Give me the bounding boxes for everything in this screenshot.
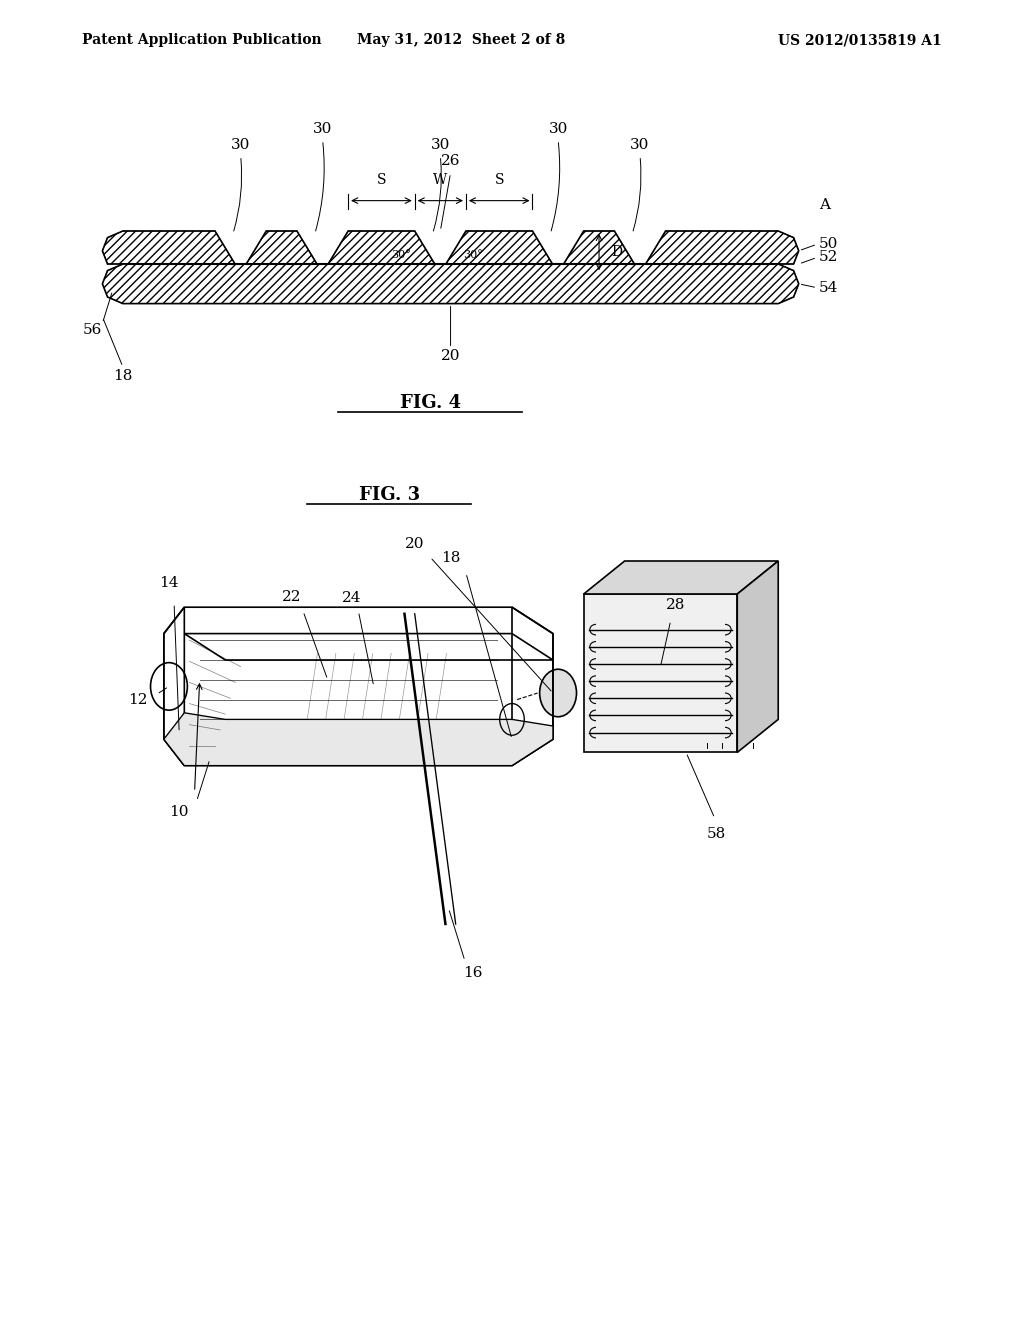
Text: 30: 30 [313, 121, 332, 136]
Text: 18: 18 [441, 552, 460, 565]
Text: 24: 24 [341, 591, 361, 605]
Text: 30: 30 [549, 121, 567, 136]
Text: 22: 22 [282, 590, 302, 603]
Polygon shape [102, 264, 799, 304]
Polygon shape [737, 561, 778, 752]
Polygon shape [164, 713, 553, 766]
Text: A: A [819, 198, 830, 211]
Text: 12: 12 [128, 693, 148, 706]
Polygon shape [584, 594, 737, 752]
Text: 20: 20 [440, 350, 461, 363]
Text: 18: 18 [114, 370, 132, 383]
Text: 30: 30 [231, 137, 250, 152]
Circle shape [540, 669, 577, 717]
Text: 54: 54 [819, 281, 839, 294]
Text: S: S [377, 173, 386, 187]
Text: 30: 30 [631, 137, 649, 152]
Text: 30°: 30° [391, 249, 412, 260]
Polygon shape [102, 231, 799, 273]
Text: W: W [433, 173, 447, 187]
Text: 26: 26 [440, 153, 461, 168]
Text: S: S [495, 173, 504, 187]
Text: 20: 20 [404, 537, 425, 550]
Text: 10: 10 [169, 805, 189, 818]
Text: 28: 28 [667, 598, 685, 611]
Text: US 2012/0135819 A1: US 2012/0135819 A1 [778, 33, 942, 48]
Text: 58: 58 [708, 828, 726, 841]
Text: Patent Application Publication: Patent Application Publication [82, 33, 322, 48]
Text: 16: 16 [463, 966, 483, 979]
Text: 30: 30 [431, 137, 450, 152]
Text: D: D [611, 246, 623, 259]
Text: 50: 50 [819, 238, 839, 251]
Polygon shape [584, 561, 778, 594]
Text: May 31, 2012  Sheet 2 of 8: May 31, 2012 Sheet 2 of 8 [356, 33, 565, 48]
Text: 14: 14 [159, 577, 179, 590]
Text: FIG. 3: FIG. 3 [358, 486, 420, 504]
Text: 56: 56 [83, 323, 101, 337]
Text: 52: 52 [819, 251, 839, 264]
Text: FIG. 4: FIG. 4 [399, 393, 461, 412]
Text: 30°: 30° [463, 249, 483, 260]
